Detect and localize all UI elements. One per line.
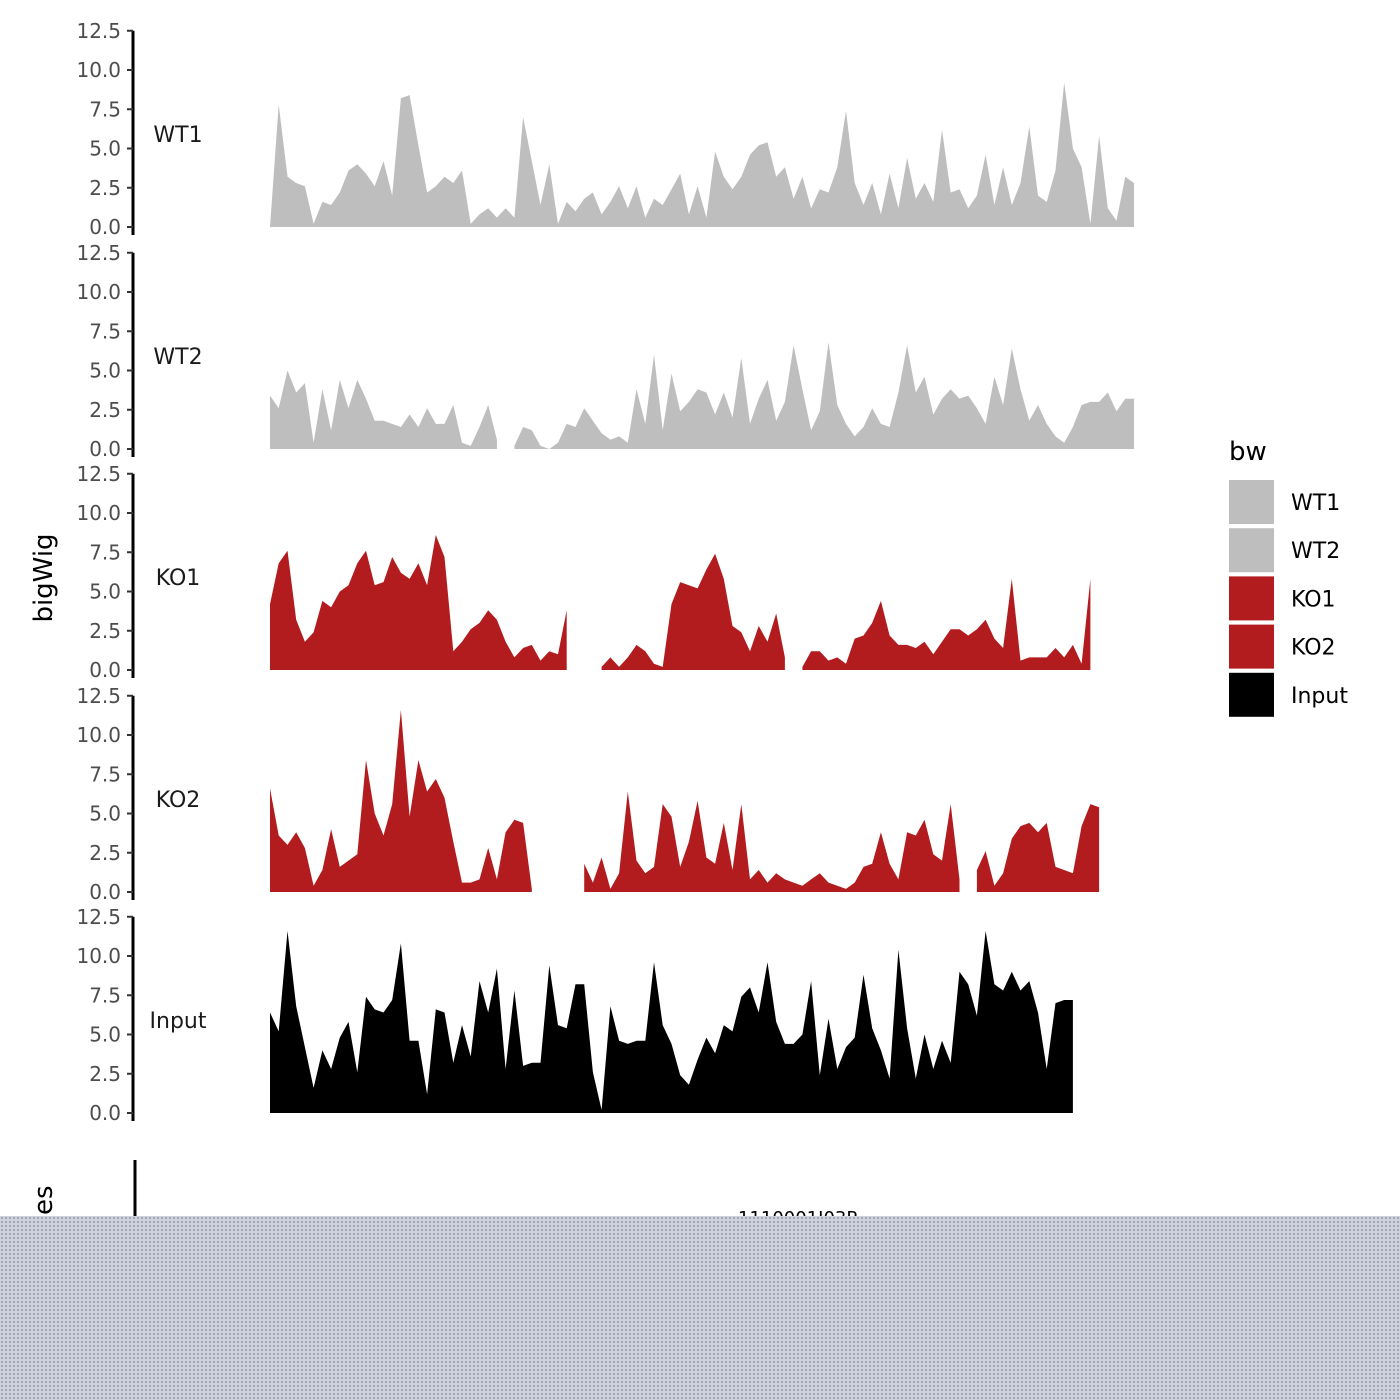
y-tick-label: 7.5	[89, 97, 121, 121]
legend-key-ko1	[1229, 576, 1274, 621]
panel-ko2: 0.0 2.5 5.0 7.5 10.0 12.5 KO2	[76, 684, 1100, 904]
y-tick-label: 0.0	[89, 658, 121, 682]
y-tick-label: 5.0	[89, 1023, 121, 1047]
panel-label: KO1	[156, 566, 201, 591]
y-tick-label: 12.5	[76, 19, 121, 43]
y-tick-label: 5.0	[89, 359, 121, 383]
y-tick-label: 0.0	[89, 880, 121, 904]
legend-key-ko2	[1229, 624, 1274, 669]
area-wt2	[270, 370, 497, 449]
panels: 0.0 2.5 5.0 7.5 10.0 12.5 WT1 0.0 2.5 5.0 7.5 10.0 1…	[76, 19, 1134, 1125]
y-tick-label: 12.5	[76, 241, 121, 265]
dotted-overlay	[0, 1216, 1400, 1400]
panel-wt2: 0.0 2.5 5.0 7.5 10.0 12.5 WT2	[76, 241, 1134, 461]
y-tick-label: 7.5	[89, 319, 121, 343]
y-tick-label: 5.0	[89, 137, 121, 161]
area-ko2	[584, 791, 960, 892]
area-ko2	[270, 709, 532, 892]
y-tick-label: 10.0	[76, 944, 121, 968]
y-tick-label: 10.0	[76, 280, 121, 304]
y-tick-label: 0.0	[89, 215, 121, 239]
genes-axis-title: es	[29, 1185, 59, 1215]
area-ko2	[976, 804, 1100, 892]
y-tick-label: 0.0	[89, 1101, 121, 1125]
legend-label-ko2: KO2	[1291, 636, 1336, 661]
y-axis-title: bigWig	[29, 533, 59, 622]
legend-key-input	[1229, 672, 1274, 717]
y-tick-label: 2.5	[89, 176, 121, 200]
panel-wt1: 0.0 2.5 5.0 7.5 10.0 12.5 WT1	[76, 19, 1134, 239]
area-ko1	[802, 578, 1091, 670]
panel-ko1: 0.0 2.5 5.0 7.5 10.0 12.5 KO1	[76, 462, 1091, 682]
panel-label: WT1	[153, 123, 202, 148]
y-tick-label: 10.0	[76, 501, 121, 525]
y-tick-label: 10.0	[76, 58, 121, 82]
panel-label: WT2	[153, 345, 202, 370]
y-tick-label: 12.5	[76, 905, 121, 929]
y-tick-label: 2.5	[89, 619, 121, 643]
y-tick-label: 2.5	[89, 398, 121, 422]
y-tick-label: 2.5	[89, 841, 121, 865]
legend-key-wt1	[1229, 480, 1274, 524]
legend-label-wt2: WT2	[1291, 539, 1340, 564]
y-tick-label: 5.0	[89, 580, 121, 604]
area-wt2	[514, 342, 1134, 449]
legend-label-input: Input	[1291, 684, 1348, 709]
y-tick-label: 7.5	[89, 983, 121, 1007]
legend-key-wt2	[1229, 528, 1274, 573]
y-tick-label: 10.0	[76, 723, 121, 747]
area-input	[270, 930, 1073, 1113]
y-tick-label: 7.5	[89, 540, 121, 564]
y-tick-label: 7.5	[89, 762, 121, 786]
y-tick-label: 5.0	[89, 802, 121, 826]
y-tick-label: 0.0	[89, 437, 121, 461]
y-tick-label: 2.5	[89, 1062, 121, 1086]
legend-label-wt1: WT1	[1291, 491, 1340, 516]
panel-label: Input	[150, 1009, 207, 1034]
panel-label: KO2	[156, 788, 201, 813]
legend-title: bw	[1229, 437, 1267, 467]
y-tick-label: 12.5	[76, 462, 121, 486]
area-wt1	[270, 82, 1134, 227]
panel-input: 0.0 2.5 5.0 7.5 10.0 12.5 Input	[76, 905, 1073, 1125]
legend: bw WT1 WT2 KO1 KO2 Input	[1229, 437, 1348, 717]
legend-label-ko1: KO1	[1291, 587, 1336, 612]
area-ko1	[270, 535, 567, 670]
area-ko1	[601, 553, 785, 670]
y-tick-label: 12.5	[76, 684, 121, 708]
